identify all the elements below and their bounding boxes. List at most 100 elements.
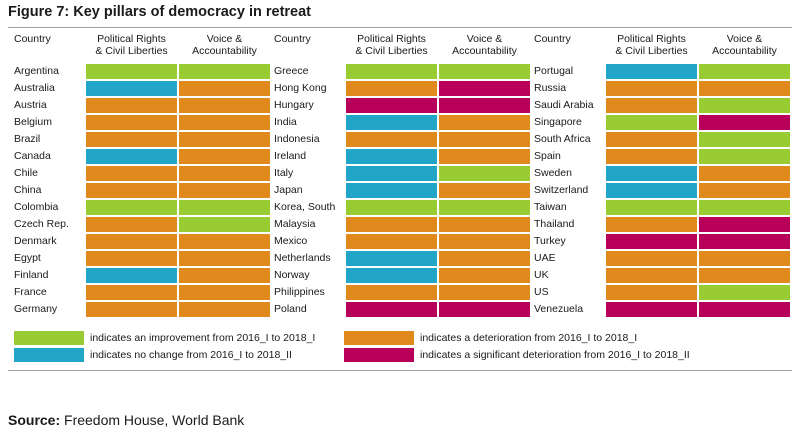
cell-political-rights-egypt <box>86 251 177 266</box>
cell-political-rights-uk <box>606 268 697 283</box>
cell-political-rights-hungary <box>346 98 437 113</box>
cell-political-rights-indonesia <box>346 132 437 147</box>
header-political-rights: Political Rights & Civil Liberties <box>355 33 428 57</box>
cell-political-rights-argentina <box>86 64 177 79</box>
cell-voice-accountability-thailand <box>699 217 790 232</box>
country-label-australia: Australia <box>14 82 55 94</box>
country-label-india: India <box>274 116 297 128</box>
cell-political-rights-malaysia <box>346 217 437 232</box>
country-label-taiwan: Taiwan <box>534 201 567 213</box>
cell-political-rights-chile <box>86 166 177 181</box>
cell-political-rights-india <box>346 115 437 130</box>
country-label-argentina: Argentina <box>14 65 59 77</box>
cell-voice-accountability-egypt <box>179 251 270 266</box>
country-label-malaysia: Malaysia <box>274 218 316 230</box>
country-label-colombia: Colombia <box>14 201 59 213</box>
source-text: Freedom House, World Bank <box>64 412 245 428</box>
cell-voice-accountability-greece <box>439 64 530 79</box>
cell-political-rights-spain <box>606 149 697 164</box>
cell-political-rights-philippines <box>346 285 437 300</box>
cell-political-rights-canada <box>86 149 177 164</box>
country-label-ireland: Ireland <box>274 150 307 162</box>
cell-voice-accountability-argentina <box>179 64 270 79</box>
cell-voice-accountability-us <box>699 285 790 300</box>
header-political-rights: Political Rights & Civil Liberties <box>95 33 168 57</box>
country-label-uae: UAE <box>534 252 556 264</box>
header-country: Country <box>274 33 311 45</box>
cell-voice-accountability-netherlands <box>439 251 530 266</box>
country-label-denmark: Denmark <box>14 235 57 247</box>
cell-political-rights-portugal <box>606 64 697 79</box>
cell-political-rights-colombia <box>86 200 177 215</box>
cell-political-rights-turkey <box>606 234 697 249</box>
cell-political-rights-taiwan <box>606 200 697 215</box>
cell-voice-accountability-russia <box>699 81 790 96</box>
cell-voice-accountability-brazil <box>179 132 270 147</box>
top-divider <box>8 27 792 28</box>
cell-voice-accountability-colombia <box>179 200 270 215</box>
cell-voice-accountability-sweden <box>699 166 790 181</box>
cell-political-rights-mexico <box>346 234 437 249</box>
source-label: Source: <box>8 412 61 428</box>
cell-voice-accountability-korea-south <box>439 200 530 215</box>
bottom-divider <box>8 370 792 371</box>
country-label-germany: Germany <box>14 303 58 315</box>
country-label-turkey: Turkey <box>534 235 566 247</box>
cell-voice-accountability-italy <box>439 166 530 181</box>
legend-swatch-no-change <box>14 348 84 362</box>
legend-swatch-significant-deterioration <box>344 348 414 362</box>
country-label-china: China <box>14 184 42 196</box>
country-label-belgium: Belgium <box>14 116 52 128</box>
cell-political-rights-switzerland <box>606 183 697 198</box>
cell-voice-accountability-ireland <box>439 149 530 164</box>
cell-political-rights-poland <box>346 302 437 317</box>
cell-voice-accountability-france <box>179 285 270 300</box>
cell-voice-accountability-hungary <box>439 98 530 113</box>
cell-voice-accountability-turkey <box>699 234 790 249</box>
cell-political-rights-uae <box>606 251 697 266</box>
cell-political-rights-venezuela <box>606 302 697 317</box>
cell-voice-accountability-uae <box>699 251 790 266</box>
cell-voice-accountability-china <box>179 183 270 198</box>
country-label-spain: Spain <box>534 150 561 162</box>
cell-political-rights-south-africa <box>606 132 697 147</box>
country-label-czech-rep: Czech Rep. <box>14 218 69 230</box>
country-label-france: France <box>14 286 47 298</box>
header-voice-accountability: Voice & Accountability <box>712 33 777 57</box>
legend-swatch-deterioration <box>344 331 414 345</box>
cell-political-rights-brazil <box>86 132 177 147</box>
country-label-mexico: Mexico <box>274 235 308 247</box>
country-label-philippines: Philippines <box>274 286 325 298</box>
country-label-netherlands: Netherlands <box>274 252 331 264</box>
country-label-canada: Canada <box>14 150 51 162</box>
cell-voice-accountability-hong-kong <box>439 81 530 96</box>
cell-voice-accountability-chile <box>179 166 270 181</box>
cell-voice-accountability-canada <box>179 149 270 164</box>
cell-voice-accountability-venezuela <box>699 302 790 317</box>
country-label-brazil: Brazil <box>14 133 41 145</box>
country-label-saudi-arabia: Saudi Arabia <box>534 99 594 111</box>
cell-voice-accountability-south-africa <box>699 132 790 147</box>
source-note: Source: Freedom House, World Bank <box>8 412 244 428</box>
country-label-singapore: Singapore <box>534 116 582 128</box>
cell-voice-accountability-indonesia <box>439 132 530 147</box>
country-label-greece: Greece <box>274 65 309 77</box>
legend-label-no-change: indicates no change from 2016_I to 2018_… <box>90 349 292 361</box>
cell-political-rights-hong-kong <box>346 81 437 96</box>
cell-voice-accountability-japan <box>439 183 530 198</box>
legend-swatch-improvement <box>14 331 84 345</box>
country-label-sweden: Sweden <box>534 167 572 179</box>
legend-label-significant-deterioration: indicates a significant deterioration fr… <box>420 349 690 361</box>
cell-voice-accountability-poland <box>439 302 530 317</box>
cell-political-rights-czech-rep <box>86 217 177 232</box>
header-country: Country <box>534 33 571 45</box>
cell-voice-accountability-finland <box>179 268 270 283</box>
country-label-uk: UK <box>534 269 549 281</box>
country-label-portugal: Portugal <box>534 65 574 77</box>
country-label-hungary: Hungary <box>274 99 314 111</box>
cell-political-rights-denmark <box>86 234 177 249</box>
country-label-italy: Italy <box>274 167 294 179</box>
cell-political-rights-netherlands <box>346 251 437 266</box>
cell-voice-accountability-uk <box>699 268 790 283</box>
cell-voice-accountability-belgium <box>179 115 270 130</box>
